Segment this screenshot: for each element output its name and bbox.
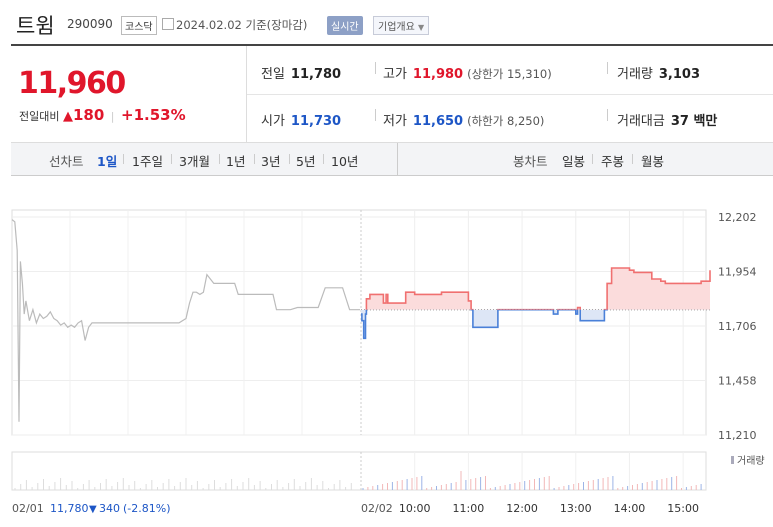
high-price: 고가 11,980 (상한가 15,310)	[383, 63, 552, 82]
tab-weekly-candle[interactable]: 주봉	[601, 154, 625, 169]
tab-3year[interactable]: 3년	[261, 154, 281, 169]
current-price: 11,960	[18, 66, 126, 101]
divider	[375, 62, 376, 74]
tab-1day[interactable]: 1일	[97, 154, 118, 169]
prev-close-label: 전일	[261, 67, 285, 82]
divider	[289, 154, 290, 164]
row-divider	[247, 94, 773, 95]
date-info: 2024.02.02 기준(장마감)	[176, 18, 308, 32]
x-tick-label: 14:00	[614, 502, 646, 515]
divider	[375, 109, 376, 121]
high-label: 고가	[383, 67, 407, 82]
stock-code: 290090	[67, 17, 113, 31]
stock-header: 트윔 290090 코스닥 2024.02.02 기준(장마감) 실시간 기업개…	[0, 0, 773, 40]
low-value: 11,650	[412, 114, 464, 129]
x-tick-label: 15:00	[667, 502, 699, 515]
x-tick-label: 02/02	[361, 502, 393, 515]
divider	[171, 154, 172, 164]
down-triangle-icon: ▼	[89, 504, 97, 515]
price-change: 전일대비 ▲180 | +1.53%	[19, 106, 186, 124]
x-tick-label: 12:00	[506, 502, 538, 515]
y-tick-label: 11,458	[718, 375, 757, 388]
upper-limit: (상한가 15,310)	[467, 67, 552, 81]
area-up	[361, 268, 710, 310]
high-value: 11,980	[412, 67, 464, 82]
up-triangle-icon: ▲	[62, 109, 73, 124]
line-chart-label: 선차트	[49, 154, 84, 169]
low-price: 저가 11,650 (하한가 8,250)	[383, 110, 544, 129]
prev-day-change-pct: (-2.81%)	[123, 502, 171, 515]
divider	[323, 154, 324, 164]
volume-frame	[11, 451, 707, 491]
divider: |	[110, 110, 115, 123]
divider	[219, 154, 220, 164]
x-tick-label: 10:00	[399, 502, 431, 515]
divider	[632, 154, 633, 164]
tab-5year[interactable]: 5년	[296, 154, 316, 169]
prev-day-close: 11,780	[50, 502, 89, 515]
candle-chart-label: 봉차트	[513, 154, 548, 169]
divider	[123, 154, 124, 164]
section-divider	[397, 143, 398, 175]
company-info-dropdown[interactable]: 기업개요 ▼	[373, 16, 430, 35]
chevron-down-icon: ▼	[418, 23, 425, 32]
chart-period-tabs: 선차트 1일 1주일 3개월 1년 3년 5년 10년 봉차트 일봉 주봉 월봉	[11, 142, 773, 176]
tab-daily-candle[interactable]: 일봉	[562, 154, 586, 169]
change-value: 180	[72, 106, 105, 124]
open-label: 시가	[261, 114, 285, 129]
tab-1week[interactable]: 1주일	[132, 154, 163, 169]
volume-label: 거래량	[617, 67, 653, 82]
lower-limit: (하한가 8,250)	[467, 114, 545, 128]
turnover: 거래대금 37 백만	[617, 110, 717, 129]
market-badge: 코스닥	[121, 16, 157, 35]
divider	[592, 154, 593, 164]
realtime-button[interactable]: 실시간	[327, 16, 363, 35]
change-label: 전일대비	[19, 110, 60, 123]
prev-close: 전일 11,780	[261, 63, 341, 82]
tab-1year[interactable]: 1년	[226, 154, 246, 169]
volume: 거래량 3,103	[617, 63, 700, 82]
price-summary: 11,960 전일대비 ▲180 | +1.53%	[11, 46, 247, 144]
open-value: 11,730	[290, 114, 342, 129]
area-down	[361, 309, 605, 339]
tab-monthly-candle[interactable]: 월봉	[641, 154, 665, 169]
series-line-prev-day	[11, 219, 360, 422]
x-tick-label: 02/01	[12, 502, 44, 515]
y-tick-label: 11,706	[718, 320, 757, 333]
tab-10year[interactable]: 10년	[331, 154, 359, 169]
y-tick-label: 11,954	[718, 266, 757, 279]
volume-value: 3,103	[658, 67, 701, 82]
divider	[607, 109, 608, 121]
x-tick-label: 13:00	[560, 502, 592, 515]
stock-name: 트윔	[16, 14, 55, 38]
low-label: 저가	[383, 114, 407, 129]
volume-legend-label: 거래량	[737, 455, 765, 467]
change-percent: +1.53%	[121, 106, 186, 124]
turnover-label: 거래대금	[617, 114, 665, 129]
company-info-label: 기업개요	[378, 22, 415, 33]
turnover-value: 37 백만	[670, 114, 718, 129]
prev-day-change: 340	[99, 502, 120, 515]
series-line-up	[365, 267, 711, 310]
divider	[607, 62, 608, 74]
y-tick-label: 11,210	[718, 429, 757, 442]
quote-panel: 11,960 전일대비 ▲180 | +1.53% 전일 11,780 고가 11,…	[11, 44, 773, 145]
x-tick-label: 11:00	[453, 502, 485, 515]
y-tick-label: 12,202	[718, 211, 757, 224]
open-price: 시가 11,730	[261, 110, 341, 129]
calendar-icon	[162, 18, 174, 30]
divider	[254, 154, 255, 164]
prev-close-value: 11,780	[290, 67, 342, 82]
volume-legend-swatch	[731, 456, 734, 464]
tab-3month[interactable]: 3개월	[179, 154, 210, 169]
